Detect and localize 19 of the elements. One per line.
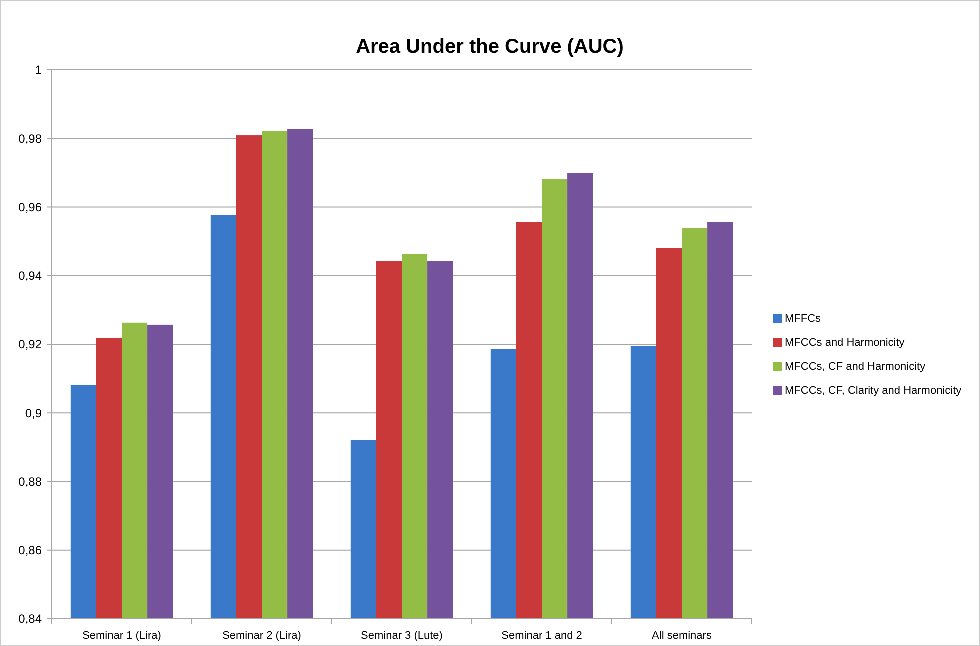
x-tick-label: Seminar 2 (Lira) [222, 630, 302, 642]
legend-label: MFCCs, CF, Clarity and Harmonicity [785, 384, 962, 397]
y-tick-label: 0,96 [18, 200, 42, 214]
x-tick-label: Seminar 1 and 2 [502, 630, 582, 642]
y-tick-label: 0,94 [18, 269, 42, 284]
x-tick-label: Seminar 1 (Lira) [82, 630, 162, 642]
legend-label: MFCCs, CF and Harmonicity [785, 360, 926, 373]
y-tick-label: 0,84 [18, 612, 42, 626]
legend-label: MFFCs [785, 312, 822, 325]
x-tick-label: All seminars [652, 630, 712, 642]
y-tick-label: 1 [35, 63, 42, 78]
x-tick-label: Seminar 3 (Lute) [361, 630, 443, 642]
y-tick-label: 0,86 [18, 544, 42, 558]
y-tick-label: 0,92 [18, 338, 42, 352]
y-tick-label: 0,9 [25, 406, 42, 420]
y-tick-label: 0,88 [18, 474, 42, 489]
chart-title: Area Under the Curve (AUC) [356, 36, 624, 58]
y-tick-label: 0,98 [18, 132, 42, 146]
legend-label: MFCCs and Harmonicity [785, 336, 906, 349]
